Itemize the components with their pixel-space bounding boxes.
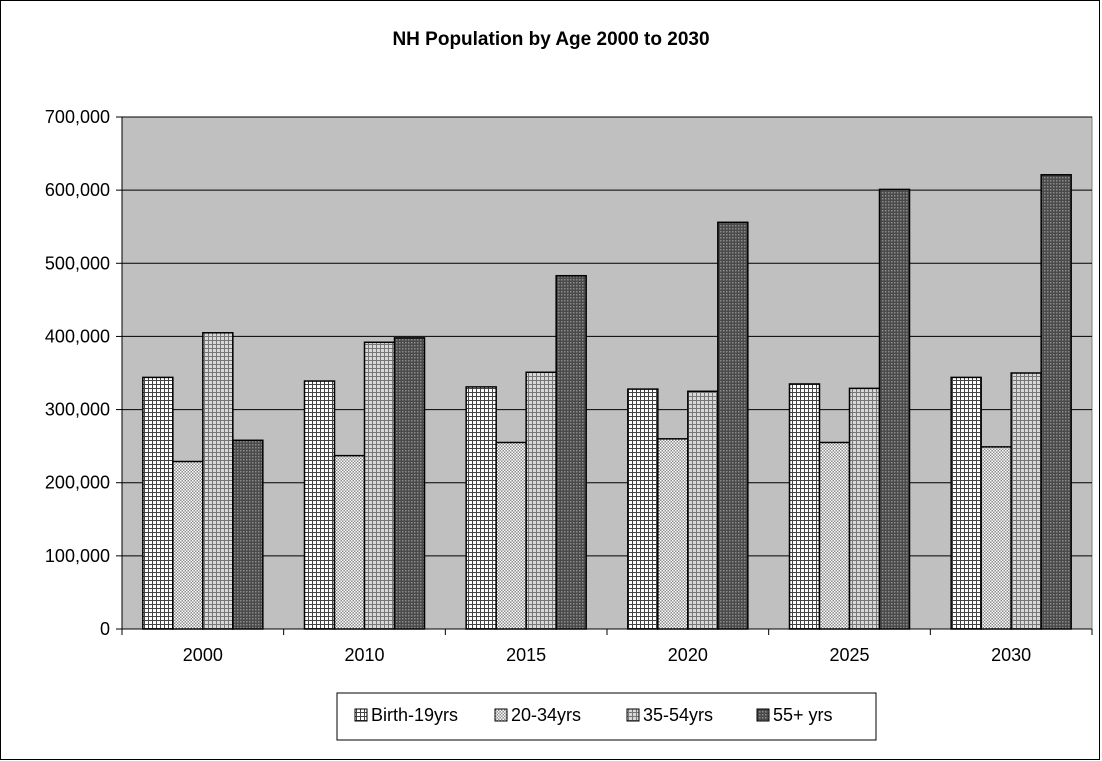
bar-35-54yrs-2010 [363, 341, 396, 630]
bars [142, 174, 1072, 630]
axes [116, 116, 1093, 635]
chart-title: NH Population by Age 2000 to 2030 [392, 29, 709, 50]
bar-birth-19yrs-2010 [303, 380, 336, 630]
legend-label: 55+ yrs [773, 705, 833, 725]
bar-55-yrs-2030 [1040, 174, 1072, 630]
bar-birth-19yrs-2030 [950, 376, 982, 630]
legend-box [336, 692, 877, 741]
x-tick-label: 2000 [183, 645, 223, 665]
legend-label: Birth-19yrs [371, 705, 458, 725]
bar-55-yrs-2000 [232, 439, 264, 630]
bar-20-34yrs-2025 [818, 441, 851, 630]
x-tick-label: 2020 [668, 645, 708, 665]
legend-label: 35-54yrs [643, 705, 713, 725]
bar-birth-19yrs-2025 [788, 383, 821, 630]
legend-swatch [626, 708, 640, 722]
y-tick-label: 500,000 [45, 253, 110, 273]
x-tick-label: 2025 [829, 645, 869, 665]
y-tick-label: 100,000 [45, 546, 110, 566]
legend-swatch [494, 708, 508, 722]
bar-birth-19yrs-2000 [142, 376, 174, 630]
bar-55-yrs-2010 [393, 337, 426, 630]
bar-20-34yrs-2015 [495, 441, 527, 630]
bar-20-34yrs-2000 [172, 460, 204, 630]
bar-20-34yrs-2020 [657, 438, 689, 630]
x-axis-tick-labels: 2000 2010 2015 2020 2025 2030 [183, 645, 1031, 665]
bar-35-54yrs-2000 [202, 332, 234, 630]
bar-35-54yrs-2020 [687, 390, 719, 630]
legend: Birth-19yrs 20-34yrs 35-54yrs 55+ yrs [336, 692, 877, 741]
bar-birth-19yrs-2015 [465, 386, 497, 630]
x-tick-label: 2030 [991, 645, 1031, 665]
bar-55-yrs-2020 [717, 221, 749, 630]
x-tick-label: 2010 [344, 645, 384, 665]
legend-swatch [756, 708, 770, 722]
bar-20-34yrs-2030 [980, 446, 1012, 630]
legend-label: 20-34yrs [511, 705, 581, 725]
plot-area [121, 116, 1093, 630]
bar-35-54yrs-2025 [848, 387, 881, 630]
y-tick-label: 700,000 [45, 107, 110, 127]
gridlines [122, 116, 1092, 557]
y-tick-label: 400,000 [45, 326, 110, 346]
bar-20-34yrs-2010 [333, 454, 366, 630]
y-axis-tick-labels: 0 100,000 200,000 300,000 400,000 500,000 600,… [45, 107, 110, 639]
y-tick-label: 0 [100, 619, 110, 639]
bar-55-yrs-2015 [555, 274, 587, 630]
bar-birth-19yrs-2020 [627, 388, 659, 630]
bar-35-54yrs-2015 [525, 371, 557, 630]
x-tick-label: 2015 [506, 645, 546, 665]
bar-35-54yrs-2030 [1010, 372, 1042, 630]
legend-swatch [354, 708, 368, 722]
y-tick-label: 600,000 [45, 180, 110, 200]
y-tick-label: 200,000 [45, 473, 110, 493]
y-tick-label: 300,000 [45, 400, 110, 420]
bar-55-yrs-2025 [878, 188, 911, 630]
